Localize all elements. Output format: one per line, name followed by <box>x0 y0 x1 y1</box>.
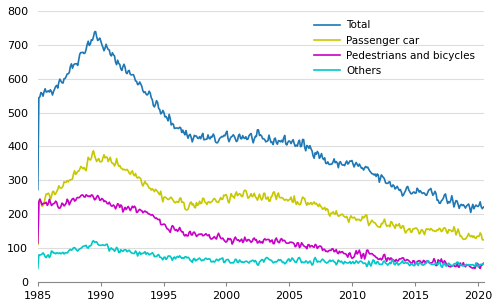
Others <box>35 266 41 270</box>
Line: Others: Others <box>38 241 484 268</box>
Total <box>216 139 222 143</box>
Total <box>92 30 98 33</box>
Passenger car <box>430 229 436 233</box>
Pedestrians and bicycles <box>225 237 231 240</box>
Total <box>435 198 441 202</box>
Line: Total: Total <box>38 31 484 213</box>
Line: Passenger car: Passenger car <box>38 151 484 245</box>
Others <box>225 257 231 261</box>
Total <box>77 52 83 56</box>
Others <box>482 261 488 265</box>
Passenger car <box>216 201 222 204</box>
Total <box>35 188 41 191</box>
Pedestrians and bicycles <box>435 258 441 262</box>
Total <box>430 193 436 197</box>
Total <box>468 211 473 214</box>
Others <box>124 250 130 253</box>
Passenger car <box>90 149 96 153</box>
Pedestrians and bicycles <box>124 206 130 210</box>
Passenger car <box>35 243 41 246</box>
Pedestrians and bicycles <box>472 267 478 270</box>
Legend: Total, Passenger car, Pedestrians and bicycles, Others: Total, Passenger car, Pedestrians and bi… <box>310 16 479 80</box>
Others <box>216 259 222 263</box>
Pedestrians and bicycles <box>430 260 436 264</box>
Others <box>430 263 436 266</box>
Others <box>435 262 441 266</box>
Passenger car <box>435 228 441 232</box>
Passenger car <box>482 238 488 242</box>
Pedestrians and bicycles <box>83 193 89 197</box>
Others <box>77 247 83 251</box>
Line: Pedestrians and bicycles: Pedestrians and bicycles <box>38 195 484 269</box>
Passenger car <box>225 200 231 203</box>
Pedestrians and bicycles <box>35 241 41 245</box>
Passenger car <box>77 167 83 171</box>
Total <box>124 72 130 75</box>
Pedestrians and bicycles <box>216 231 222 235</box>
Passenger car <box>124 168 130 171</box>
Pedestrians and bicycles <box>482 261 488 265</box>
Total <box>482 205 488 209</box>
Pedestrians and bicycles <box>77 195 83 199</box>
Others <box>90 239 96 243</box>
Total <box>225 136 231 140</box>
